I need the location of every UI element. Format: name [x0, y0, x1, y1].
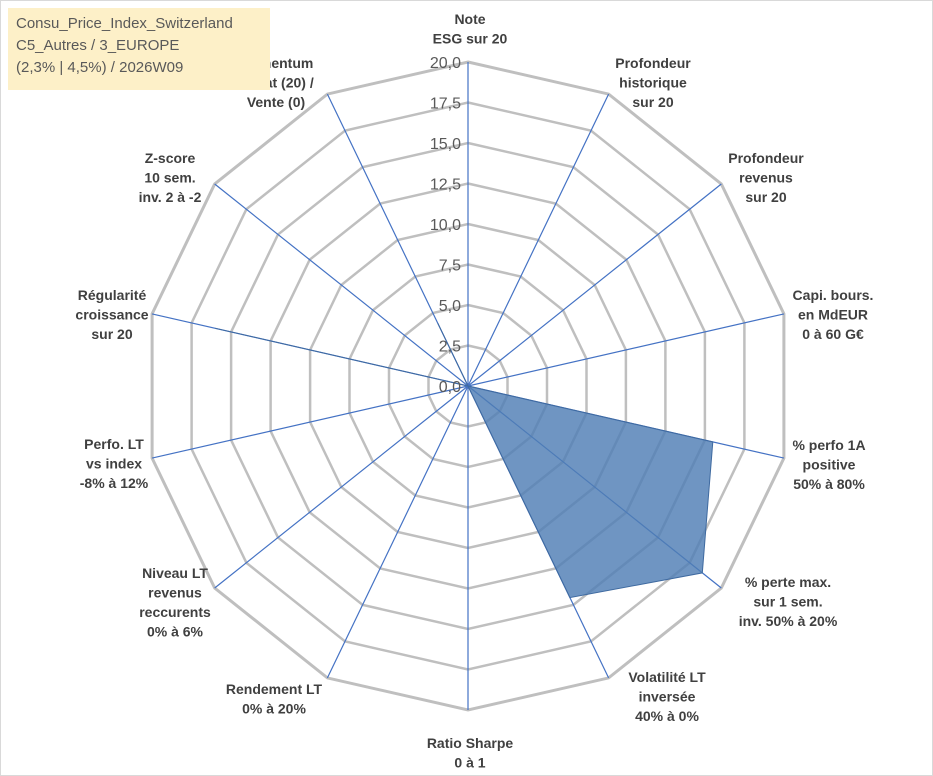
axis-label-line: % perte max. [745, 574, 831, 590]
axis-label-8: Ratio Sharpe 0 à 1 [427, 735, 514, 771]
axis-label-9: Rendement LT 0% à 20% [226, 681, 323, 717]
axis-label-line: 10 sem. [144, 170, 195, 186]
tick-label: 15,0 [430, 136, 461, 153]
axis-spoke-9 [326, 385, 469, 679]
axis-label-line: Profondeur [728, 150, 804, 166]
axis-label-line: Vente (0) [247, 94, 305, 110]
axis-label-4: Capi. bours. en MdEUR 0 à 60 G€ [793, 287, 874, 342]
axis-label-line: 0 à 60 G€ [802, 326, 864, 342]
axis-label-line: croissance [75, 307, 148, 323]
axis-spoke-10 [214, 385, 469, 589]
info-box: Consu_Price_Index_Switzerland C5_Autres … [8, 8, 270, 90]
axis-label-line: sur 1 sem. [753, 594, 822, 610]
axis-spoke-2 [467, 93, 610, 387]
axis-label-5: % perfo 1A positive 50% à 80% [792, 437, 865, 492]
axis-label-line: 50% à 80% [793, 476, 865, 492]
axis-label-line: Capi. bours. [793, 287, 874, 303]
tick-label: 5,0 [439, 298, 461, 315]
axis-label-line: Niveau LT [142, 565, 208, 581]
axis-label-line: Volatilité LT [628, 669, 706, 685]
axis-label-line: 40% à 0% [635, 708, 699, 724]
axis-label-line: sur 20 [632, 94, 673, 110]
axis-label-line: revenus [739, 170, 793, 186]
axis-label-line: inv. 2 à -2 [139, 189, 202, 205]
axis-label-line: revenus [148, 585, 202, 601]
axis-label-line: sur 20 [91, 326, 132, 342]
info-line-3: (2,3% | 4,5%) / 2026W09 [16, 59, 184, 76]
tick-label: 2,5 [439, 339, 461, 356]
info-line-2: C5_Autres / 3_EUROPE [16, 37, 180, 54]
axis-label-6: % perte max. sur 1 sem. inv. 50% à 20% [739, 574, 838, 629]
axis-spoke-13 [214, 183, 469, 387]
axis-label-line: inv. 50% à 20% [739, 613, 838, 629]
axis-label-line: inversée [639, 689, 696, 705]
axis-label-line: historique [619, 75, 687, 91]
axis-label-line: vs index [86, 456, 142, 472]
axis-label-11: Perfo. LT vs index -8% à 12% [80, 436, 149, 491]
axis-label-12: Régularité croissance sur 20 [75, 287, 148, 342]
axis-label-line: Profondeur [615, 55, 691, 71]
tick-label: 7,5 [439, 258, 461, 275]
axis-label-line: Rendement LT [226, 681, 323, 697]
axis-label-line: sur 20 [745, 189, 786, 205]
axis-label-line: -8% à 12% [80, 475, 149, 491]
axis-label-2: Profondeur historique sur 20 [615, 55, 691, 110]
axis-label-line: Note [454, 11, 485, 27]
axis-label-3: Profondeur revenus sur 20 [728, 150, 804, 205]
axis-label-line: ESG sur 20 [433, 31, 508, 47]
tick-label: 0,0 [439, 379, 461, 396]
axis-label-line: Ratio Sharpe [427, 735, 514, 751]
axis-label-7: Volatilité LT inversée 40% à 0% [628, 669, 706, 724]
radar-axis-labels: Note ESG sur 20 Profondeur historique sur 20… [75, 11, 873, 771]
axis-spoke-4 [467, 313, 785, 387]
radar-series [215, 322, 714, 599]
axis-label-10: Niveau LT revenus reccurents 0% à 6% [139, 565, 211, 640]
tick-label: 12,5 [430, 177, 461, 194]
axis-spoke-3 [467, 183, 722, 387]
info-line-1: Consu_Price_Index_Switzerland [16, 15, 233, 32]
axis-label-line: 0% à 20% [242, 701, 306, 717]
axis-label-1: Note ESG sur 20 [433, 11, 508, 47]
axis-label-line: Perfo. LT [84, 436, 144, 452]
axis-label-line: positive [803, 457, 856, 473]
axis-label-line: en MdEUR [798, 307, 868, 323]
axis-label-line: % perfo 1A [792, 437, 865, 453]
tick-label: 17,5 [430, 96, 461, 113]
axis-label-line: reccurents [139, 604, 211, 620]
axis-spoke-11 [151, 385, 469, 459]
axis-label-line: Z-score [145, 150, 196, 166]
axis-label-line: Régularité [78, 287, 147, 303]
tick-label: 20,0 [430, 55, 461, 72]
axis-label-13: Z-score 10 sem. inv. 2 à -2 [139, 150, 202, 205]
axis-label-line: 0% à 6% [147, 624, 204, 640]
radar-tick-labels: 0,0 2,5 5,0 7,5 10,0 12,5 15,0 17,5 20,0 [430, 55, 461, 396]
series-polygon [215, 322, 714, 599]
tick-label: 10,0 [430, 217, 461, 234]
axis-label-line: 0 à 1 [454, 755, 485, 771]
